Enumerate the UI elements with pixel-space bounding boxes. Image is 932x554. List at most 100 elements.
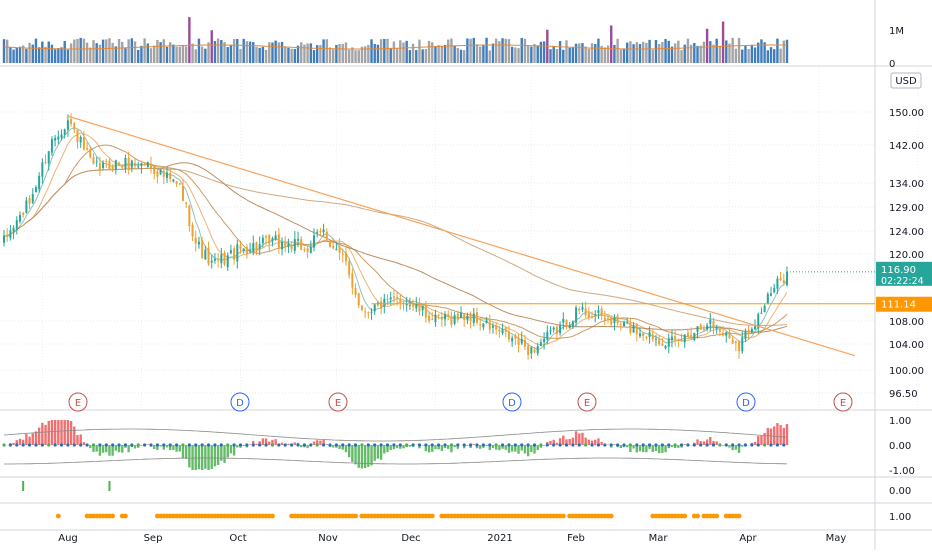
candle-body <box>99 163 101 170</box>
candle-body <box>246 247 248 254</box>
candle-body <box>508 332 510 340</box>
oscillator-bar <box>447 445 449 449</box>
oscillator-zero-dot <box>9 443 12 446</box>
volume-bar <box>399 40 401 63</box>
volume-bar <box>121 42 123 63</box>
candle-body <box>179 183 181 184</box>
oscillator-zero-dot <box>488 443 491 446</box>
oscillator-zero-dot <box>354 443 357 446</box>
volume-bar <box>214 41 216 63</box>
volume-bar <box>281 42 283 63</box>
oscillator-bar <box>198 445 200 469</box>
volume-bar <box>549 49 551 63</box>
oscillator-bar <box>60 420 62 445</box>
candle-body <box>550 330 552 331</box>
oscillator-bar <box>57 420 59 445</box>
oscillator-zero-dot <box>328 443 331 446</box>
candle-body <box>19 215 21 222</box>
candle-body <box>252 243 254 252</box>
candle-body <box>751 329 753 333</box>
volume-bar <box>613 45 615 63</box>
oscillator-lower-band <box>4 458 787 464</box>
oscillator-bar <box>102 445 104 453</box>
volume-bar <box>326 39 328 63</box>
candle-body <box>169 173 171 179</box>
dot-panel <box>56 514 742 519</box>
price-tick-label: 100.00 <box>889 366 924 377</box>
volume-bar <box>134 41 136 63</box>
candle-body <box>697 326 699 332</box>
oscillator-zero-dot <box>443 443 446 446</box>
candle-body <box>585 308 587 315</box>
volume-bar <box>377 45 379 63</box>
volume-bar <box>255 47 257 63</box>
oscillator-zero-dot <box>85 443 88 446</box>
candle-body <box>105 161 107 162</box>
volume-bar <box>537 46 539 63</box>
oscillator-bar <box>99 445 101 456</box>
last-price-countdown: 02:22:24 <box>881 276 924 287</box>
candle-body <box>83 137 85 149</box>
oscillator-zero-dot <box>405 443 408 446</box>
candle-body <box>562 319 564 323</box>
oscillator-bar <box>19 439 21 445</box>
volume-bar <box>767 50 769 63</box>
oscillator-zero-dot <box>47 443 50 446</box>
oscillator-bar <box>64 420 66 445</box>
price-tick-label: 104.00 <box>889 340 924 351</box>
signal-dot <box>353 514 358 519</box>
oscillator-zero-dot <box>117 443 120 446</box>
candle-body <box>454 315 456 324</box>
oscillator-zero-dot <box>156 443 159 446</box>
candle-body <box>332 246 334 248</box>
candle-body <box>604 318 606 321</box>
oscillator-zero-dot <box>635 443 638 446</box>
oscillator-bar <box>300 445 302 447</box>
candle-body <box>780 278 782 280</box>
oscillator-zero-dot <box>501 443 504 446</box>
oscillator-zero-dot <box>469 443 472 446</box>
volume-bar <box>482 45 484 63</box>
volume-bar <box>83 39 85 63</box>
volume-bar <box>786 40 788 63</box>
oscillator-zero-dot <box>629 443 632 446</box>
candle-body <box>230 250 232 253</box>
volume-bar <box>156 40 158 63</box>
candle-body <box>54 138 56 141</box>
candle-body <box>649 332 651 337</box>
candle-body <box>530 347 532 353</box>
volume-bar <box>715 39 717 63</box>
candle-body <box>303 249 305 250</box>
volume-bar <box>306 44 308 63</box>
candle-body <box>502 329 504 333</box>
oscillator-bar <box>319 441 321 445</box>
volume-bar <box>67 50 69 63</box>
candle-body <box>214 259 216 261</box>
volume-bar <box>466 38 468 63</box>
candle-body <box>112 167 114 170</box>
candle-body <box>275 236 277 240</box>
candle-body <box>64 129 66 135</box>
oscillator-bar <box>639 445 641 451</box>
volume-bar <box>80 38 82 63</box>
candle-body <box>693 333 695 340</box>
candle-body <box>374 304 376 311</box>
oscillator-zero-dot <box>360 443 363 446</box>
volume-bar <box>501 38 503 63</box>
candle-body <box>380 302 382 309</box>
oscillator-zero-dot <box>495 443 498 446</box>
candle-body <box>73 123 75 129</box>
candle-body <box>639 333 641 336</box>
candle-body <box>326 232 328 240</box>
candle-body <box>479 324 481 325</box>
volume-bar <box>374 44 376 63</box>
volume-bar <box>575 44 577 63</box>
volume-bar <box>60 47 62 63</box>
volume-bar <box>680 50 682 63</box>
oscillator-bar <box>578 433 580 445</box>
candle-body <box>633 326 635 333</box>
oscillator-bar <box>73 427 75 445</box>
oscillator-bar <box>479 445 481 449</box>
candle-body <box>738 342 740 351</box>
